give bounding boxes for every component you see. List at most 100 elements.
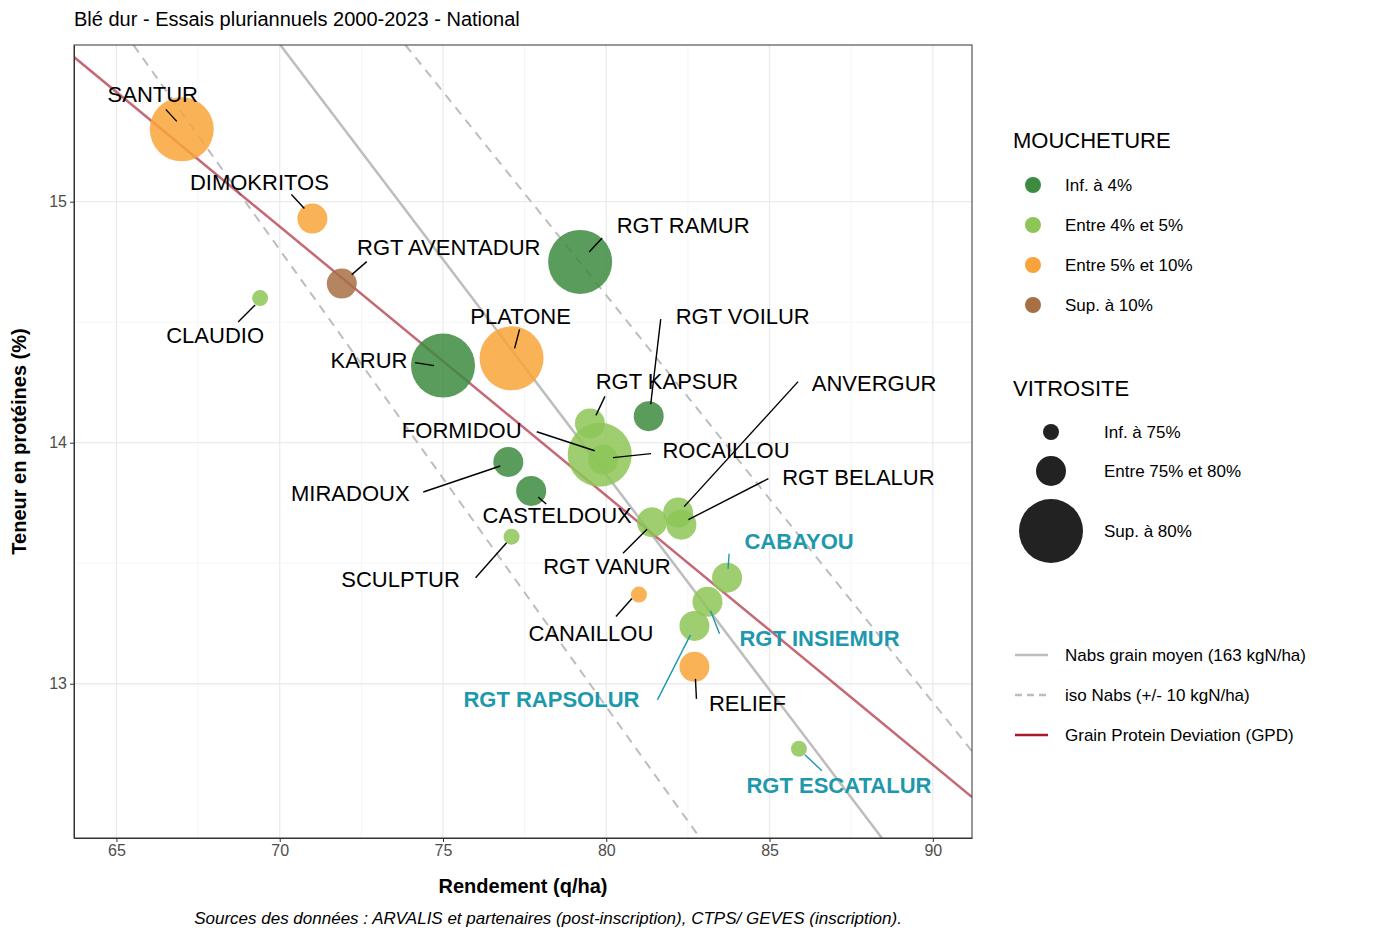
point-label: RGT AVENTADUR <box>357 235 540 260</box>
reference-line <box>74 57 972 797</box>
legend-label: iso Nabs (+/- 10 kgN/ha) <box>1065 686 1250 705</box>
leader-line <box>684 382 798 507</box>
point-label: DIMOKRITOS <box>190 170 329 195</box>
legend-label: Entre 5% et 10% <box>1065 256 1193 275</box>
point-label: CABAYOU <box>744 529 853 554</box>
legend-label: Sup. à 10% <box>1065 296 1153 315</box>
leader-line <box>805 755 822 771</box>
chart: 65 70 75 80 85 90 13 14 15 KARURRGT RAMURRGT VOIL… <box>0 0 1380 942</box>
tick-label: 65 <box>108 842 126 859</box>
caption: Sources des données : ARVALIS et partena… <box>194 909 902 928</box>
tick: 85 <box>761 838 779 859</box>
bubble <box>411 334 475 398</box>
tick-label: 14 <box>49 434 67 451</box>
tick: 13 <box>49 675 74 692</box>
legend-label: Sup. à 80% <box>1104 522 1192 541</box>
legend: MOUCHETUREInf. à 4%Entre 4% et 5%Entre 5… <box>1013 128 1306 745</box>
bubble <box>791 741 807 757</box>
point-label: CANAILLOU <box>529 621 654 646</box>
point-label: RGT VANUR <box>543 554 671 579</box>
leader-line <box>710 611 719 634</box>
bubble <box>666 510 696 540</box>
x-axis-title: Rendement (q/ha) <box>439 875 608 897</box>
bubble <box>712 563 742 593</box>
legend-marker <box>1025 217 1041 233</box>
point-label: PLATONE <box>470 304 571 329</box>
tick-label: 75 <box>435 842 453 859</box>
legend-line <box>1015 734 1048 737</box>
grid-line <box>74 442 972 443</box>
minor-grid-line <box>524 45 525 838</box>
legend-marker <box>1025 297 1041 313</box>
bubble <box>504 529 520 545</box>
minor-grid-line <box>361 45 362 838</box>
leader-line <box>166 109 177 121</box>
point-label: RGT ESCATALUR <box>746 773 931 798</box>
tick: 70 <box>271 838 289 859</box>
y-axis: 13 14 15 <box>49 46 74 839</box>
reference-line <box>280 45 881 838</box>
plot-background <box>74 45 972 838</box>
legend-marker <box>1025 257 1041 273</box>
legend-line <box>1015 654 1048 657</box>
bubble <box>679 611 709 641</box>
reference-line <box>133 45 972 838</box>
tick: 15 <box>49 193 74 210</box>
y-axis-title: Teneur en protéines (%) <box>8 328 30 554</box>
point-label: RGT RAPSOLUR <box>463 687 639 712</box>
point-label: FORMIDOU <box>402 418 522 443</box>
point-label: RELIEF <box>709 691 786 716</box>
point-labels: KARURRGT RAMURRGT VOILURMIRADOUXCASTELDO… <box>108 82 937 798</box>
leader-line <box>537 432 595 451</box>
legend-label: Inf. à 4% <box>1065 176 1132 195</box>
legend-marker <box>1043 424 1059 440</box>
bubble <box>548 230 612 294</box>
leader-line <box>476 543 507 578</box>
tick: 90 <box>924 838 942 859</box>
grid-line <box>116 45 117 838</box>
tick: 14 <box>49 434 74 451</box>
leader-line <box>352 262 367 275</box>
legend-label: Inf. à 75% <box>1104 423 1181 442</box>
point-label: CASTELDOUX <box>483 503 632 528</box>
tick: 80 <box>598 838 616 859</box>
tick-label: 80 <box>598 842 616 859</box>
bubble <box>150 97 214 161</box>
x-axis: 65 70 75 80 85 90 <box>75 838 973 859</box>
bubble <box>252 290 268 306</box>
tick: 65 <box>108 838 126 859</box>
legend-marker <box>1025 177 1041 193</box>
point-label: RGT BELALUR <box>782 465 934 490</box>
bubble <box>631 587 647 603</box>
grid-line <box>932 45 933 838</box>
leader-line <box>415 363 434 366</box>
bubble <box>493 447 523 477</box>
bubble <box>637 507 667 537</box>
legend-line <box>1015 694 1048 697</box>
minor-grid-line <box>851 45 852 838</box>
tick: 75 <box>435 838 453 859</box>
legend-label: Entre 75% et 80% <box>1104 462 1241 481</box>
tick-label: 85 <box>761 842 779 859</box>
title: Blé dur - Essais pluriannuels 2000-2023 … <box>74 8 520 30</box>
tick-mark <box>70 202 74 203</box>
tick-mark <box>70 443 74 444</box>
bubble <box>480 326 544 390</box>
leader-line <box>695 679 696 699</box>
point-label: CLAUDIO <box>166 323 264 348</box>
grid <box>74 45 972 838</box>
tick-label: 70 <box>271 842 289 859</box>
legend-marker <box>1036 456 1066 486</box>
leader-line <box>623 529 647 553</box>
bubble <box>588 445 618 475</box>
plot-area <box>74 45 972 838</box>
legend-label: Nabs grain moyen (163 kgN/ha) <box>1065 646 1306 665</box>
legend-label: Grain Protein Deviation (GPD) <box>1065 726 1294 745</box>
leader-line <box>423 466 500 492</box>
grid-line <box>279 45 280 838</box>
plot-frame <box>74 45 972 838</box>
legend-title: VITROSITE <box>1013 376 1129 401</box>
point-label: RGT RAMUR <box>617 213 750 238</box>
legend-label: Entre 4% et 5% <box>1065 216 1183 235</box>
leader-line <box>238 305 255 322</box>
